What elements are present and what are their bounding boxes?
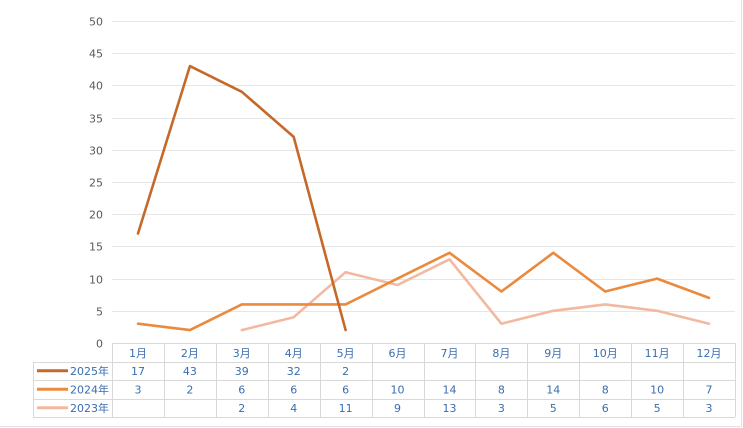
data-table-value: 9 [394, 402, 401, 415]
x-tick-label: 6月 [389, 347, 407, 360]
data-table-value: 11 [339, 402, 353, 415]
data-table-value: 3 [498, 402, 505, 415]
y-axis: 0 5 10 15 20 25 30 35 40 45 50 [89, 16, 103, 351]
x-tick-label: 11月 [645, 347, 670, 360]
data-table-value: 8 [602, 383, 609, 396]
y-tick-label: 5 [96, 306, 103, 319]
data-table-value: 39 [235, 365, 249, 378]
data-table-value: 17 [131, 365, 145, 378]
x-tick-label: 12月 [697, 347, 722, 360]
y-tick-label: 15 [89, 241, 103, 254]
y-tick-label: 30 [89, 145, 103, 158]
y-tick-label: 50 [89, 16, 103, 29]
y-tick-label: 10 [89, 274, 103, 287]
legend-label: 2023年 [70, 401, 109, 415]
y-tick-label: 0 [96, 338, 103, 351]
data-table-value: 32 [287, 365, 301, 378]
data-table-value: 10 [391, 383, 405, 396]
legend-label: 2025年 [70, 364, 109, 378]
data-table-value: 6 [602, 402, 609, 415]
y-tick-label: 25 [89, 177, 103, 190]
data-table-value: 5 [550, 402, 557, 415]
data-table-value: 2 [238, 402, 245, 415]
data-table-value: 10 [650, 383, 664, 396]
data-table-value: 6 [342, 383, 349, 396]
data-table-value: 8 [498, 383, 505, 396]
data-table-value: 3 [134, 383, 141, 396]
y-tick-label: 35 [89, 113, 103, 126]
series-lines [136, 64, 711, 332]
data-table-value: 6 [238, 383, 245, 396]
x-tick-label: 7月 [440, 347, 458, 360]
legend-label: 2024年 [70, 382, 109, 396]
series-line [136, 251, 711, 332]
data-table-value: 7 [706, 383, 713, 396]
data-table-value: 14 [442, 383, 456, 396]
gridlines [112, 21, 735, 312]
series-line [240, 258, 711, 332]
series-line [136, 64, 347, 332]
x-tick-label: 5月 [337, 347, 355, 360]
x-tick-label: 1月 [129, 347, 147, 360]
data-table-value: 2 [342, 365, 349, 378]
y-tick-label: 20 [89, 209, 103, 222]
data-table-value: 2 [186, 383, 193, 396]
x-tick-label: 4月 [285, 347, 303, 360]
y-tick-label: 45 [89, 48, 103, 61]
data-table-value: 13 [442, 402, 456, 415]
x-tick-label: 10月 [593, 347, 618, 360]
data-table-value: 6 [290, 383, 297, 396]
data-table-value: 3 [706, 402, 713, 415]
data-table-value: 4 [290, 402, 297, 415]
data-table-value: 43 [183, 365, 197, 378]
x-tick-label: 8月 [492, 347, 510, 360]
y-tick-label: 40 [89, 80, 103, 93]
data-table-value: 5 [654, 402, 661, 415]
x-tick-label: 2月 [181, 347, 199, 360]
x-tick-label: 9月 [544, 347, 562, 360]
data-table-value: 14 [546, 383, 560, 396]
x-tick-label: 3月 [233, 347, 251, 360]
